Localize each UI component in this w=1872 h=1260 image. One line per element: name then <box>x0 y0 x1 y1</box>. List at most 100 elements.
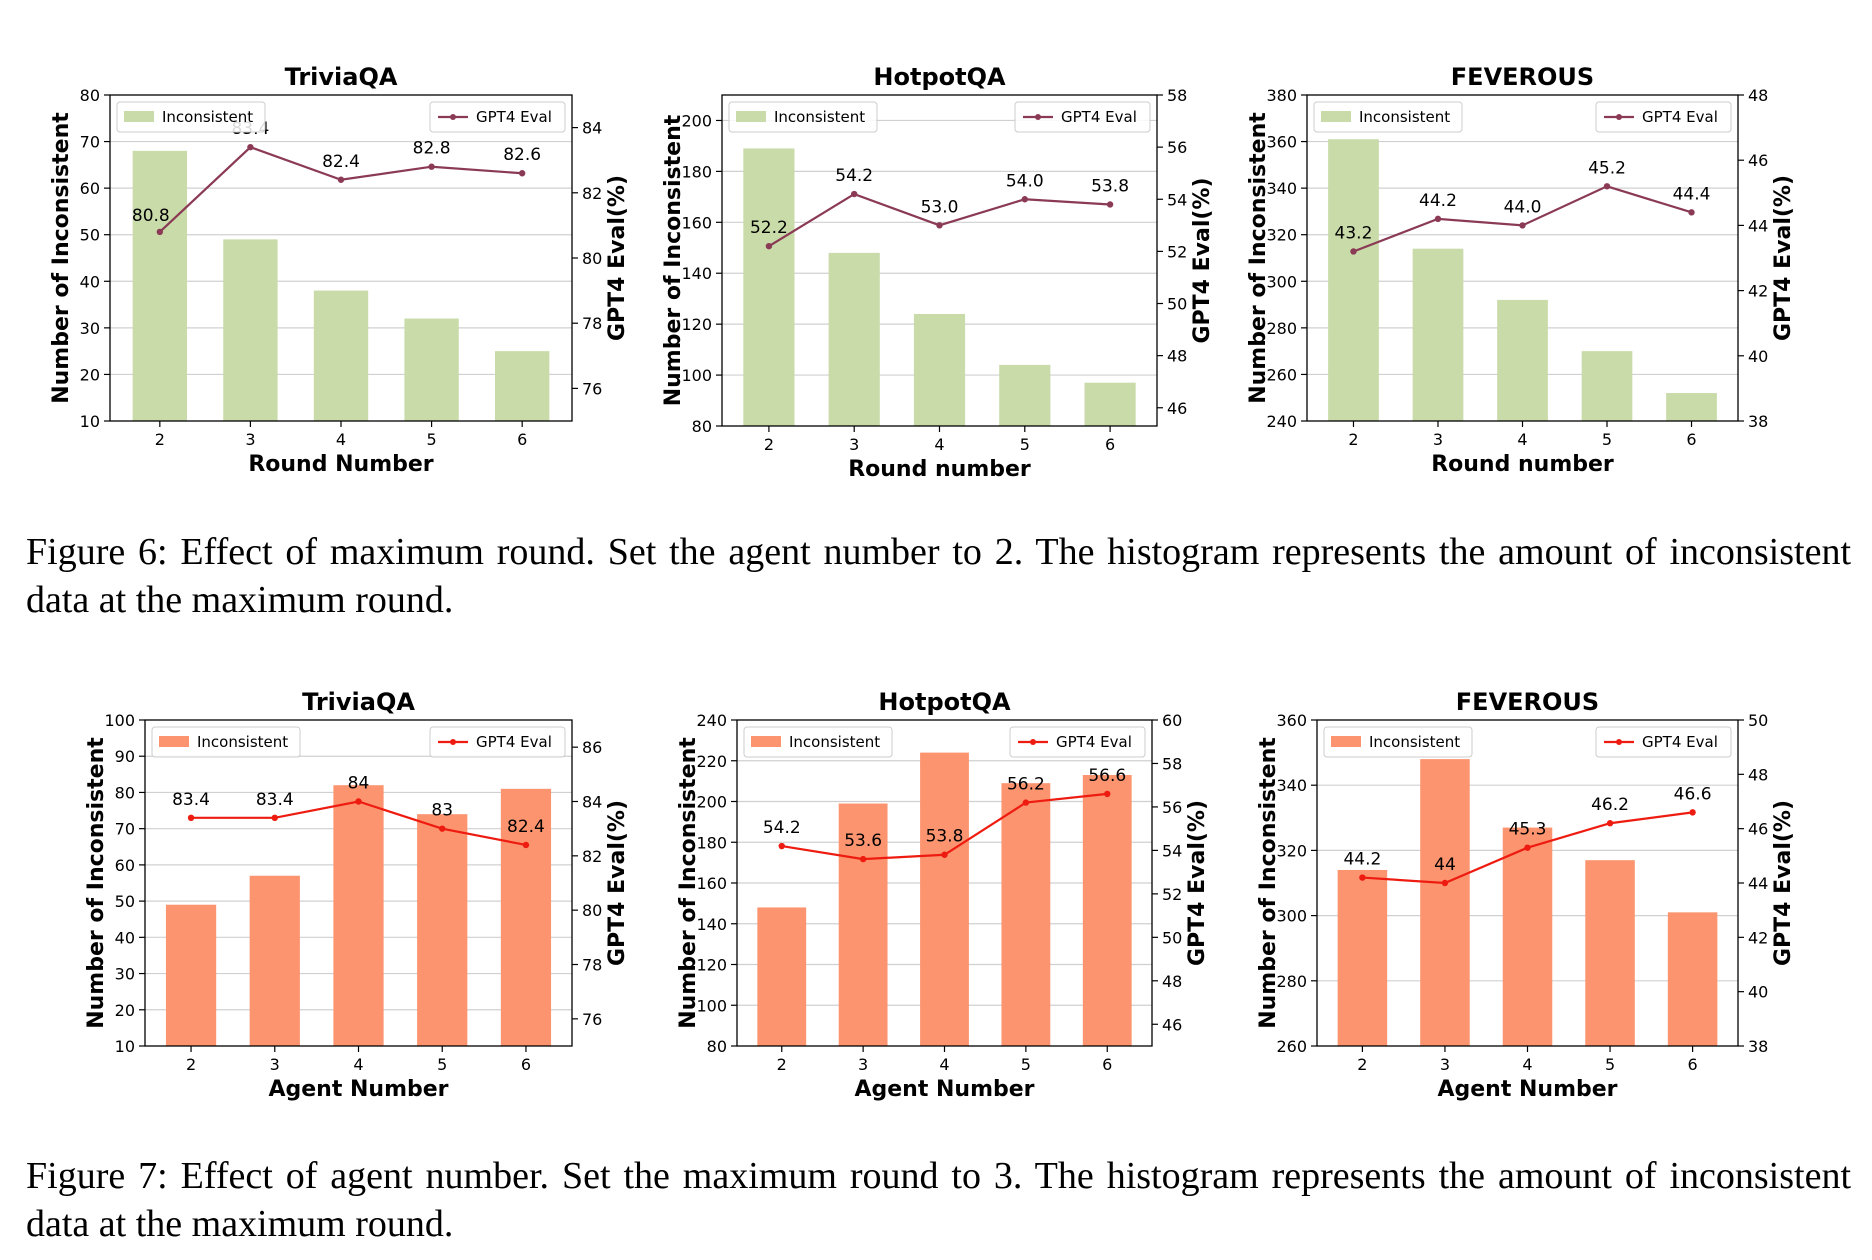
left-tick-label: 50 <box>80 226 100 245</box>
x-tick-label: 5 <box>1602 430 1612 449</box>
right-tick-label: 38 <box>1748 1037 1768 1056</box>
gpt4-eval-point-4 <box>1524 844 1531 851</box>
left-tick-label: 300 <box>1266 272 1297 291</box>
bar-5 <box>417 814 468 1046</box>
right-tick-label: 58 <box>1167 86 1187 105</box>
bar-4 <box>913 313 966 426</box>
x-tick-label: 6 <box>517 430 527 449</box>
legend-label-bar: Inconsistent <box>197 733 288 751</box>
left-tick-label: 280 <box>1276 972 1307 991</box>
gpt4-eval-line <box>1353 185 1692 253</box>
left-tick-label: 200 <box>696 793 727 812</box>
gpt4-eval-point-2 <box>187 814 195 821</box>
data-label: 83.4 <box>172 790 210 810</box>
left-tick-label: 100 <box>104 711 135 730</box>
right-y-axis-label: GPT4 Eval(%) <box>605 800 630 966</box>
legend-label-line: GPT4 Eval <box>1056 733 1132 751</box>
chart-title: HotpotQA <box>878 688 1011 716</box>
chart-5: 8010012014016018020022024046485052545658… <box>676 688 1210 1102</box>
legend-label-line: GPT4 Eval <box>1642 733 1718 751</box>
legend-label-bar: Inconsistent <box>789 733 880 751</box>
bar-2 <box>132 150 187 421</box>
chart-1: 102030405060708076788082842345680.883.48… <box>49 63 630 477</box>
x-tick-label: 2 <box>1348 430 1358 449</box>
left-tick-label: 340 <box>1276 776 1307 795</box>
gpt4-eval-point-6 <box>1688 209 1695 216</box>
right-tick-label: 48 <box>1167 347 1187 366</box>
data-label: 44.4 <box>1673 184 1711 204</box>
left-tick-label: 40 <box>115 928 135 947</box>
right-tick-label: 56 <box>1167 138 1187 157</box>
data-label: 80.8 <box>132 206 170 226</box>
chart-title: FEVEROUS <box>1456 688 1599 716</box>
gpt4-eval-point-5 <box>428 163 435 170</box>
right-tick-label: 46 <box>1162 1015 1182 1034</box>
left-tick-label: 140 <box>696 915 727 934</box>
left-tick-label: 10 <box>115 1037 135 1056</box>
legend-swatch-bar <box>751 736 781 747</box>
gpt4-eval-point-3 <box>1434 215 1442 223</box>
data-label: 82.6 <box>503 145 541 165</box>
left-tick-label: 220 <box>696 752 727 771</box>
left-y-axis-label: Number of Inconsistent <box>676 737 701 1029</box>
left-tick-label: 200 <box>681 111 712 130</box>
x-axis-label: Round number <box>848 457 1031 482</box>
left-tick-label: 10 <box>80 412 100 431</box>
gpt4-eval-point-4 <box>941 851 948 858</box>
x-axis-label: Agent Number <box>854 1077 1034 1102</box>
right-tick-label: 44 <box>1748 874 1768 893</box>
gpt4-eval-point-3 <box>859 855 867 863</box>
bar-3 <box>838 803 888 1046</box>
left-tick-label: 280 <box>1266 319 1297 338</box>
left-tick-label: 300 <box>1276 907 1307 926</box>
x-tick-label: 2 <box>186 1055 196 1074</box>
legend-swatch-marker <box>1616 114 1622 120</box>
x-tick-label: 3 <box>270 1055 280 1074</box>
bar-6 <box>1082 775 1132 1046</box>
data-label: 84 <box>348 774 370 794</box>
x-tick-label: 3 <box>245 430 255 449</box>
left-tick-label: 20 <box>80 365 100 384</box>
right-y-axis-label: GPT4 Eval(%) <box>1190 177 1215 343</box>
data-label: 82.4 <box>507 817 545 837</box>
left-tick-label: 120 <box>681 315 712 334</box>
right-tick-label: 40 <box>1748 983 1768 1002</box>
bar-4 <box>920 752 969 1046</box>
x-tick-label: 5 <box>437 1055 447 1074</box>
left-tick-label: 40 <box>80 272 100 291</box>
legend-label-line: GPT4 Eval <box>476 108 552 126</box>
chart-title: HotpotQA <box>873 63 1006 91</box>
left-tick-label: 180 <box>696 833 727 852</box>
data-label: 45.2 <box>1588 158 1626 178</box>
x-tick-label: 5 <box>1605 1055 1615 1074</box>
bar-3 <box>223 239 278 421</box>
data-label: 45.3 <box>1509 820 1547 840</box>
right-tick-label: 50 <box>1748 711 1768 730</box>
data-label: 43.2 <box>1335 223 1373 243</box>
left-tick-label: 80 <box>707 1037 727 1056</box>
x-tick-label: 4 <box>939 1055 949 1074</box>
bar-2 <box>1337 869 1388 1046</box>
legend-label-bar: Inconsistent <box>774 108 865 126</box>
right-tick-label: 80 <box>582 249 602 268</box>
left-tick-label: 30 <box>80 319 100 338</box>
data-label: 53.6 <box>844 831 882 851</box>
gpt4-eval-point-4 <box>355 798 362 805</box>
gpt4-eval-point-2 <box>765 242 773 250</box>
gpt4-eval-point-3 <box>851 190 858 198</box>
left-tick-label: 160 <box>696 874 727 893</box>
bar-2 <box>165 904 217 1046</box>
bar-6 <box>495 351 550 421</box>
legend-box-bar <box>743 726 893 758</box>
data-label: 52.2 <box>750 218 788 238</box>
gpt4-eval-point-4 <box>936 222 943 229</box>
legend-swatch-marker <box>450 739 456 745</box>
gpt4-eval-point-3 <box>247 143 254 151</box>
left-tick-label: 100 <box>681 366 712 385</box>
legend-label-bar: Inconsistent <box>1359 108 1450 126</box>
left-y-axis-label: Number of Inconsistent <box>84 737 109 1029</box>
left-tick-label: 60 <box>115 856 135 875</box>
